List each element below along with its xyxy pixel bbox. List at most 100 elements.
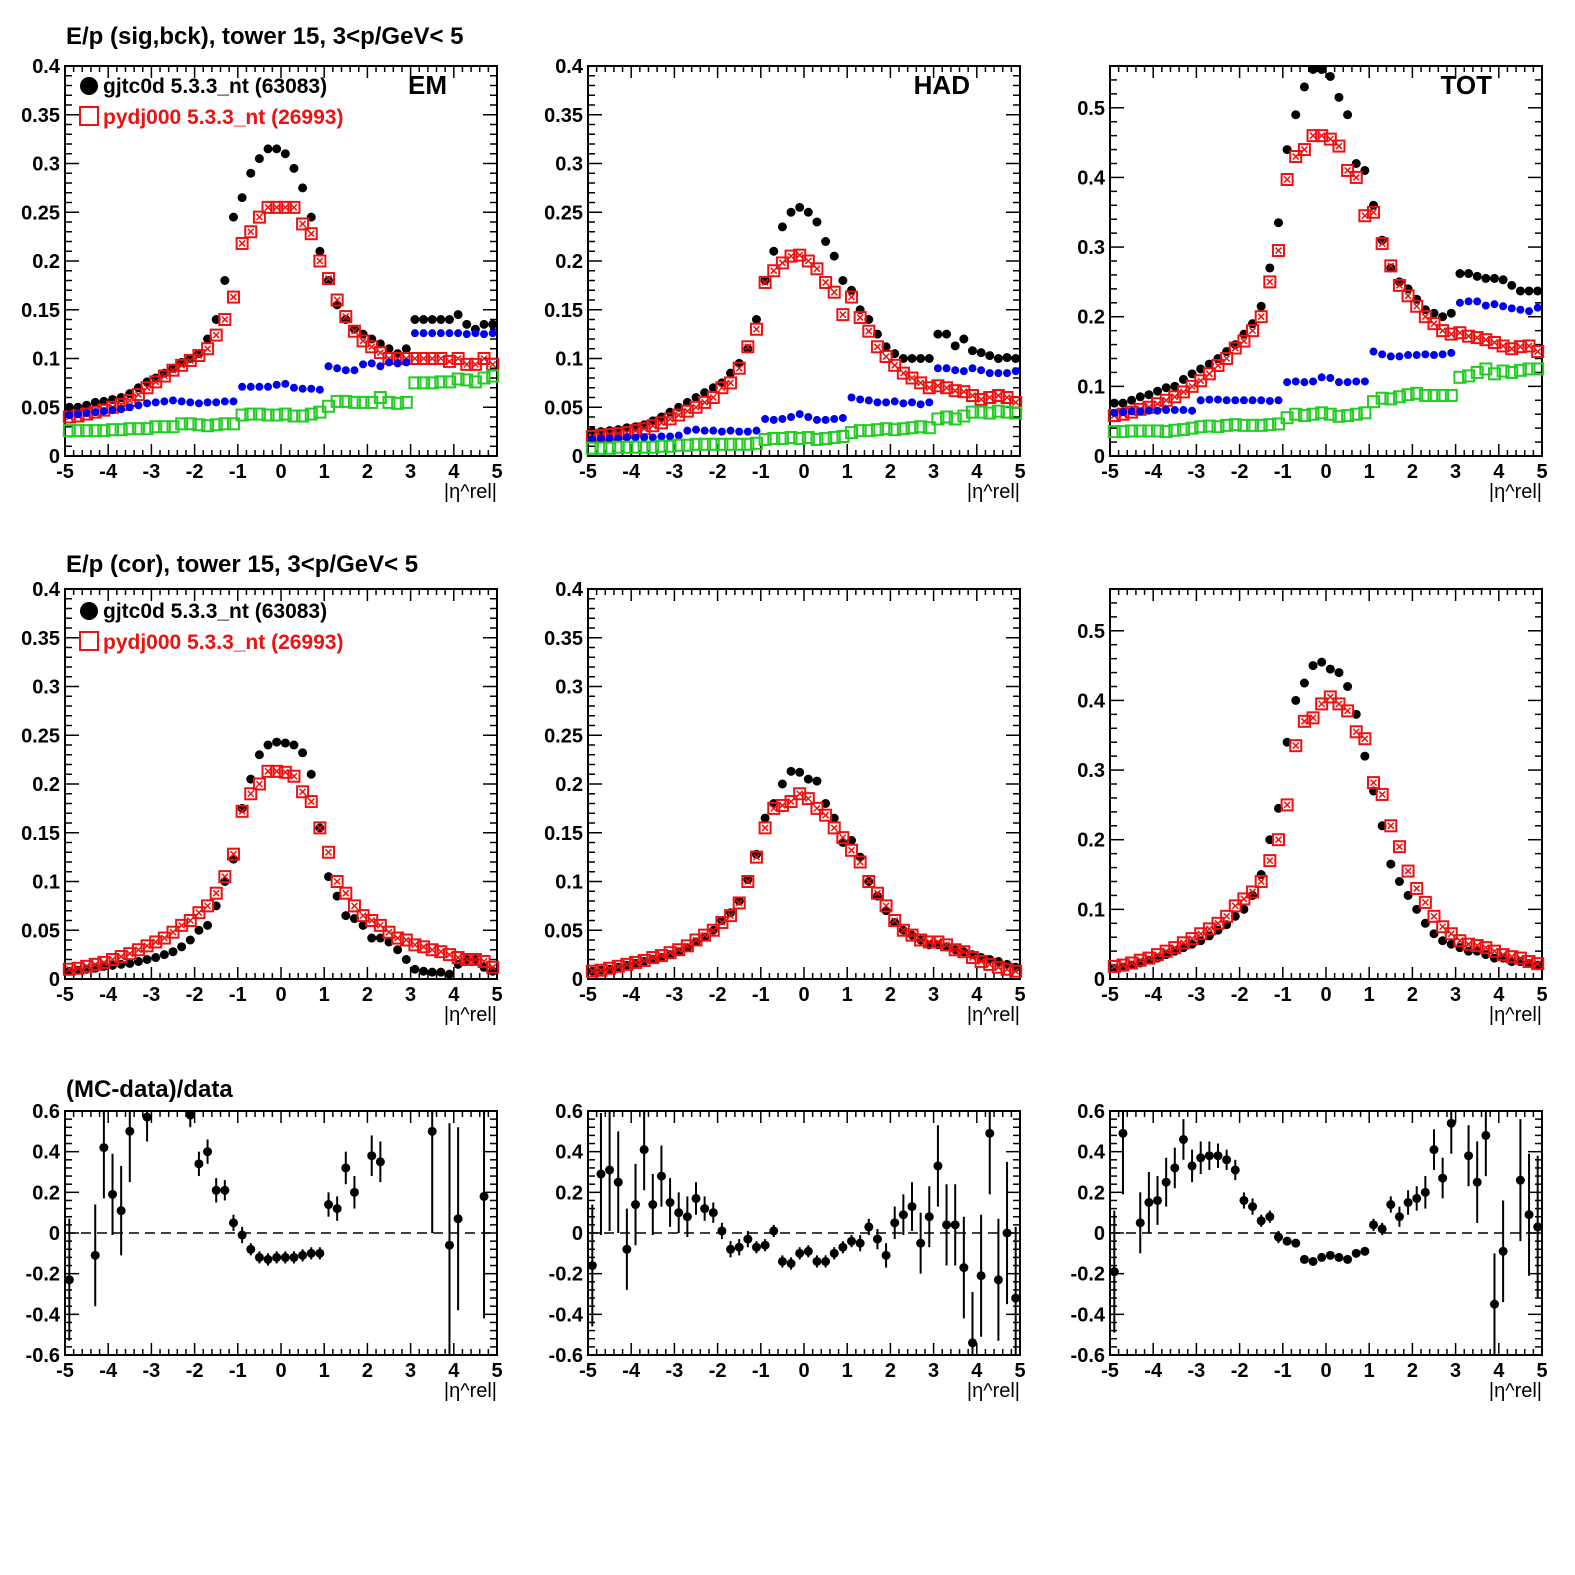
data-point-cross (1179, 388, 1187, 396)
data-point (185, 1110, 195, 1120)
series-1 (62, 200, 500, 424)
legend-marker-data (80, 602, 98, 620)
data-point-cross (342, 313, 350, 321)
data-point (1280, 798, 1294, 812)
data-point-cross (761, 824, 769, 832)
data-point-cross (727, 379, 735, 387)
data-point-cross (342, 889, 350, 897)
data-point (931, 412, 945, 426)
data-point (993, 1275, 1003, 1285)
data-point (1341, 163, 1355, 177)
data-point (1118, 408, 1127, 417)
data-point (914, 933, 928, 947)
data-point (1533, 286, 1543, 296)
data-point (1367, 205, 1381, 219)
data-point (767, 431, 781, 445)
data-point (1246, 324, 1260, 338)
data-point (272, 1252, 282, 1262)
data-point (749, 322, 763, 336)
data-point (726, 1244, 736, 1254)
data-point-cross (994, 963, 1002, 971)
data-point (795, 767, 805, 777)
x-tick-label: 4 (1493, 984, 1505, 1006)
data-point-cross (160, 372, 168, 380)
data-point (709, 426, 718, 435)
data-point (307, 384, 316, 393)
data-point (933, 1161, 943, 1171)
data-point (1489, 273, 1499, 283)
data-point (1447, 348, 1456, 357)
data-point (419, 315, 429, 324)
data-point-cross (376, 349, 384, 357)
data-point (931, 935, 945, 949)
data-point-cross (1387, 262, 1395, 270)
data-point (879, 899, 893, 913)
data-point-cross (394, 934, 402, 942)
data-point-cross (307, 230, 315, 238)
x-tick-label: -2 (1231, 984, 1249, 1006)
data-point (246, 1244, 256, 1254)
x-tick-label: 5 (1536, 1360, 1547, 1382)
data-point (391, 396, 405, 410)
data-point (131, 943, 145, 957)
data-point-cross (1214, 919, 1222, 927)
y-tick-label: 0.3 (32, 677, 60, 699)
data-point (1533, 1222, 1543, 1232)
data-point (1185, 421, 1199, 435)
data-point-cross (1352, 173, 1360, 181)
data-point (442, 375, 456, 389)
data-point (322, 272, 336, 286)
data-point (1462, 937, 1476, 951)
data-point (724, 909, 738, 923)
data-point (1470, 365, 1484, 379)
data-point-cross (1292, 742, 1300, 750)
data-point-cross (1430, 320, 1438, 328)
data-point (1109, 398, 1119, 408)
y-tick-label: -0.6 (26, 1345, 60, 1367)
data-point (683, 426, 692, 435)
data-point-cross (1188, 382, 1196, 390)
data-point-cross (186, 356, 194, 364)
data-point (468, 953, 482, 966)
data-point (1334, 378, 1343, 387)
data-point (922, 421, 936, 435)
data-point (339, 886, 353, 900)
data-point (812, 415, 821, 424)
x-tick-label: -1 (229, 1360, 247, 1382)
data-point (183, 914, 197, 927)
data-point (793, 431, 807, 445)
data-point (708, 1208, 718, 1218)
data-point (304, 227, 318, 241)
data-point (654, 439, 668, 453)
data-point (131, 388, 145, 402)
data-point (306, 1248, 316, 1258)
data-point-cross (951, 387, 959, 395)
data-point (401, 955, 411, 964)
data-point-cross (657, 952, 665, 960)
data-point-cross (813, 265, 821, 273)
y-tick-label: 0.5 (1077, 621, 1105, 643)
data-point (261, 408, 275, 422)
data-point-cross (1413, 884, 1421, 892)
data-point (1009, 406, 1023, 420)
data-point (1496, 364, 1510, 378)
y-tick-label: 0.1 (555, 872, 583, 894)
data-point (778, 414, 787, 423)
data-point (278, 200, 292, 214)
data-point (706, 391, 720, 404)
data-point (864, 396, 873, 405)
data-point (1265, 396, 1274, 405)
data-point (1011, 367, 1020, 376)
y-tick-label: 0 (572, 446, 583, 468)
x-tick-label: 1 (319, 461, 330, 483)
data-point (1220, 418, 1234, 432)
data-point (672, 408, 686, 422)
data-point (1505, 950, 1519, 964)
data-point (847, 393, 856, 402)
data-point (1401, 388, 1415, 402)
data-point (1289, 150, 1303, 164)
data-point (1446, 1118, 1456, 1128)
y-tick-label: 0.25 (544, 202, 583, 224)
data-point (91, 408, 100, 417)
data-point (890, 397, 899, 406)
